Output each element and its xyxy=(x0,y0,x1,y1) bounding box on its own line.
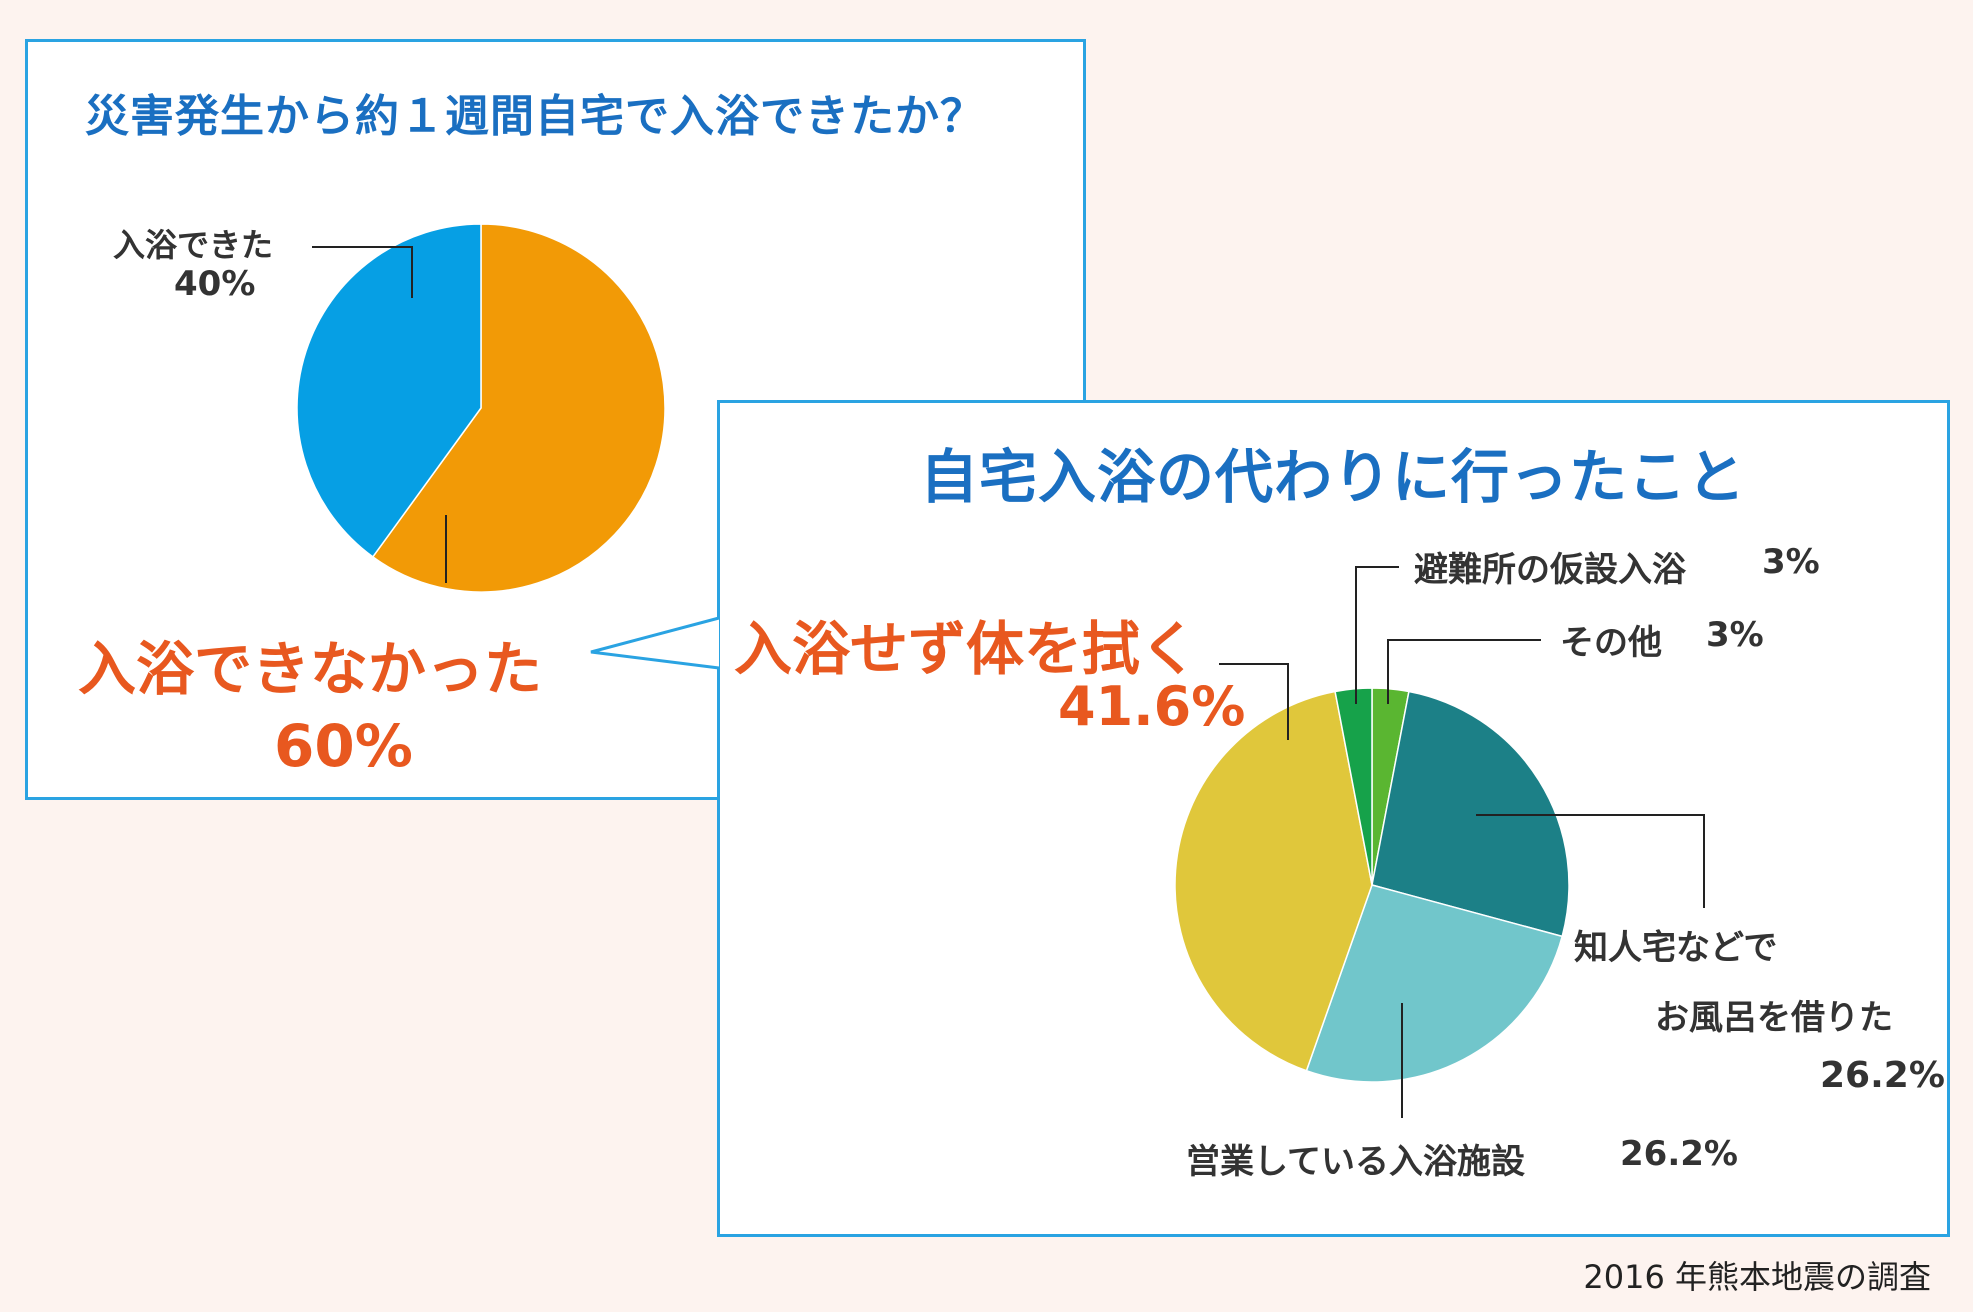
slice-value-other: 3% xyxy=(1706,615,1764,655)
slice-value-wipe-body: 41.6% xyxy=(1058,675,1246,738)
slice-label-bath-facility: 営業している入浴施設 xyxy=(1186,1142,1525,1182)
pie2-slice-4 xyxy=(1334,687,1373,886)
survey-source-note: 2016 年熊本地震の調査 xyxy=(1583,1258,1931,1296)
slice-label-wipe-body: 入浴せず体を拭く xyxy=(734,615,1199,683)
pie1-slice-0 xyxy=(371,223,666,593)
slice-label-friend-house-line2: お風呂を借りた xyxy=(1655,998,1893,1038)
leader-line-able xyxy=(312,246,413,298)
slice-label-able: 入浴できた xyxy=(113,226,274,264)
pie2-slice-3 xyxy=(1174,690,1373,1072)
slice-label-unable: 入浴できなかった xyxy=(78,635,543,703)
slice-value-unable: 60% xyxy=(274,712,413,780)
slice-value-able: 40% xyxy=(174,264,256,304)
chart-title-bath-at-home: 災害発生から約１週間自宅で入浴できたか？ xyxy=(85,91,985,142)
slice-label-other: その他 xyxy=(1560,623,1662,663)
panel-connector-outline xyxy=(590,616,720,670)
pie1-slice-1 xyxy=(296,223,482,558)
slice-label-shelter-bath: 避難所の仮設入浴 xyxy=(1414,550,1686,590)
chart-title-alternatives: 自宅入浴の代わりに行ったこと xyxy=(920,443,1747,511)
leader-line-shelter xyxy=(1355,566,1399,704)
slice-value-shelter-bath: 3% xyxy=(1762,542,1820,582)
leader-line-other xyxy=(1387,639,1541,704)
slice-value-bath-facility: 26.2% xyxy=(1620,1134,1738,1174)
leader-line-wipe xyxy=(1219,663,1289,740)
leader-line-friend xyxy=(1476,814,1705,908)
pie2-slice-1 xyxy=(1371,690,1570,938)
slice-value-friend-house: 26.2% xyxy=(1820,1055,1945,1096)
pie2-slice-2 xyxy=(1305,884,1564,1083)
slice-label-friend-house-line1: 知人宅などで xyxy=(1574,928,1778,968)
